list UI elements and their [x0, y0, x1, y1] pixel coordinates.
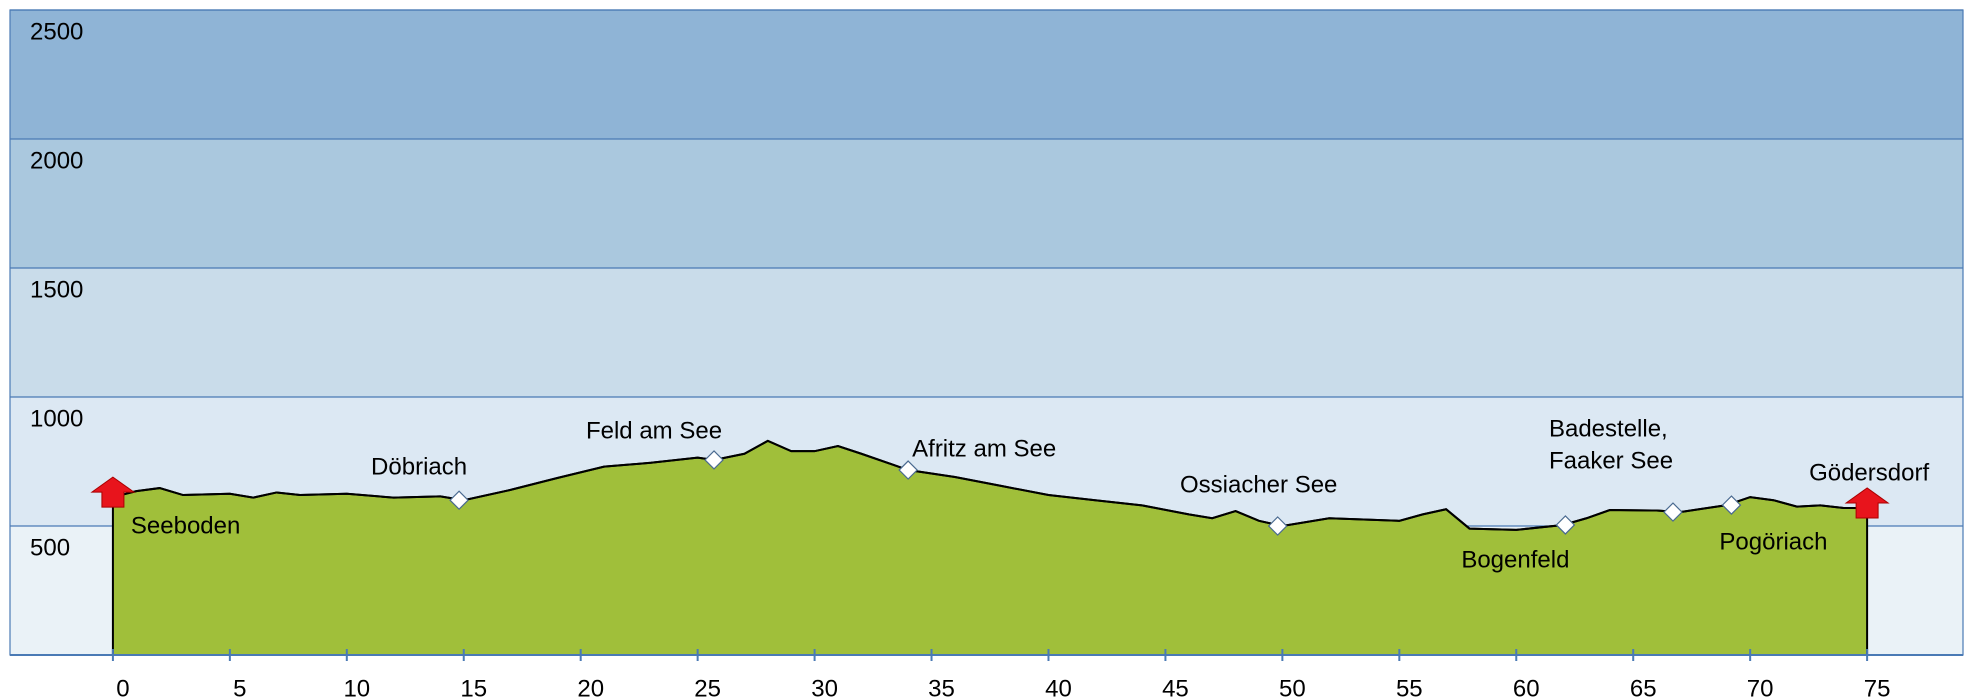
place-label: Döbriach	[371, 454, 467, 481]
x-tick-label: 75	[1864, 675, 1891, 699]
place-label: Seeboden	[131, 512, 240, 539]
x-tick-label: 40	[1045, 675, 1072, 699]
waypoint-marker	[898, 460, 918, 480]
place-label: Gödersdorf	[1809, 459, 1929, 486]
place-label: Ossiacher See	[1180, 471, 1337, 498]
place-label: Pogöriach	[1719, 528, 1827, 555]
waypoint-marker	[1267, 516, 1288, 536]
elevation-band	[10, 268, 1963, 397]
place-label: Faaker See	[1549, 447, 1673, 474]
place-label: Bogenfeld	[1461, 546, 1569, 573]
x-tick-label: 15	[460, 675, 487, 699]
waypoint-marker	[704, 450, 724, 470]
elevation-band	[10, 139, 1963, 268]
y-tick-label: 2500	[30, 18, 83, 45]
waypoint-marker	[1663, 502, 1683, 522]
place-label: Feld am See	[586, 417, 722, 444]
elevation-band	[10, 10, 1963, 139]
x-tick-label: 5	[233, 675, 246, 699]
x-tick-label: 30	[811, 675, 838, 699]
x-tick-label: 0	[116, 675, 129, 699]
waypoint-marker	[1721, 495, 1742, 515]
x-tick-label: 55	[1396, 675, 1423, 699]
endpoint-arrow	[90, 476, 136, 508]
place-label: Badestelle,	[1549, 415, 1668, 442]
waypoint-marker	[1555, 515, 1576, 535]
y-tick-label: 500	[30, 534, 70, 561]
y-tick-label: 2000	[30, 147, 83, 174]
x-tick-label: 65	[1630, 675, 1657, 699]
endpoint-arrow	[1844, 487, 1890, 519]
x-tick-label: 70	[1747, 675, 1774, 699]
y-tick-label: 1500	[30, 276, 83, 303]
profile-line	[112, 439, 1868, 531]
waypoint-marker	[449, 490, 469, 511]
x-tick-label: 50	[1279, 675, 1306, 699]
x-tick-label: 35	[928, 675, 955, 699]
x-tick-label: 60	[1513, 675, 1540, 699]
x-tick-label: 10	[343, 675, 370, 699]
x-tick-label: 25	[694, 675, 721, 699]
x-tick-label: 45	[1162, 675, 1189, 699]
x-tick-label: 20	[577, 675, 604, 699]
place-label: Afritz am See	[912, 435, 1056, 462]
y-tick-label: 1000	[30, 405, 83, 432]
